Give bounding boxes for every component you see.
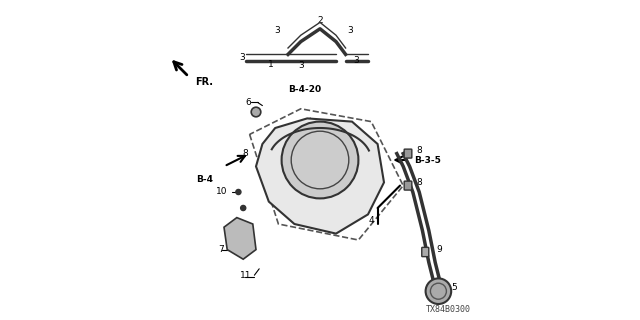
Text: 1: 1 <box>268 60 274 68</box>
Text: 8: 8 <box>416 146 422 155</box>
Circle shape <box>236 189 241 195</box>
Text: 7: 7 <box>218 245 224 254</box>
Text: TX84B0300: TX84B0300 <box>426 305 470 314</box>
Text: B-4: B-4 <box>196 175 212 184</box>
FancyBboxPatch shape <box>404 149 412 158</box>
Circle shape <box>426 278 451 304</box>
Text: 8: 8 <box>416 178 422 187</box>
Circle shape <box>282 122 358 198</box>
Text: 3: 3 <box>298 61 303 70</box>
Text: 8: 8 <box>243 149 248 158</box>
Text: 10: 10 <box>216 188 227 196</box>
Text: 9: 9 <box>437 245 442 254</box>
Polygon shape <box>224 218 256 259</box>
Text: 2: 2 <box>317 16 323 25</box>
Text: 3: 3 <box>239 53 245 62</box>
Text: B-4-20: B-4-20 <box>288 85 321 94</box>
Text: 3: 3 <box>275 26 280 35</box>
Text: 3: 3 <box>354 56 359 65</box>
Polygon shape <box>256 118 384 234</box>
Text: FR.: FR. <box>195 77 213 87</box>
Text: 6: 6 <box>246 98 251 107</box>
Text: 11: 11 <box>240 271 251 280</box>
Text: 4: 4 <box>369 216 374 225</box>
Text: B-3-5: B-3-5 <box>415 156 441 164</box>
FancyBboxPatch shape <box>422 247 429 257</box>
Text: 3: 3 <box>347 26 353 35</box>
Circle shape <box>241 205 246 211</box>
Text: 5: 5 <box>451 284 457 292</box>
Circle shape <box>251 107 261 117</box>
FancyBboxPatch shape <box>404 181 412 190</box>
